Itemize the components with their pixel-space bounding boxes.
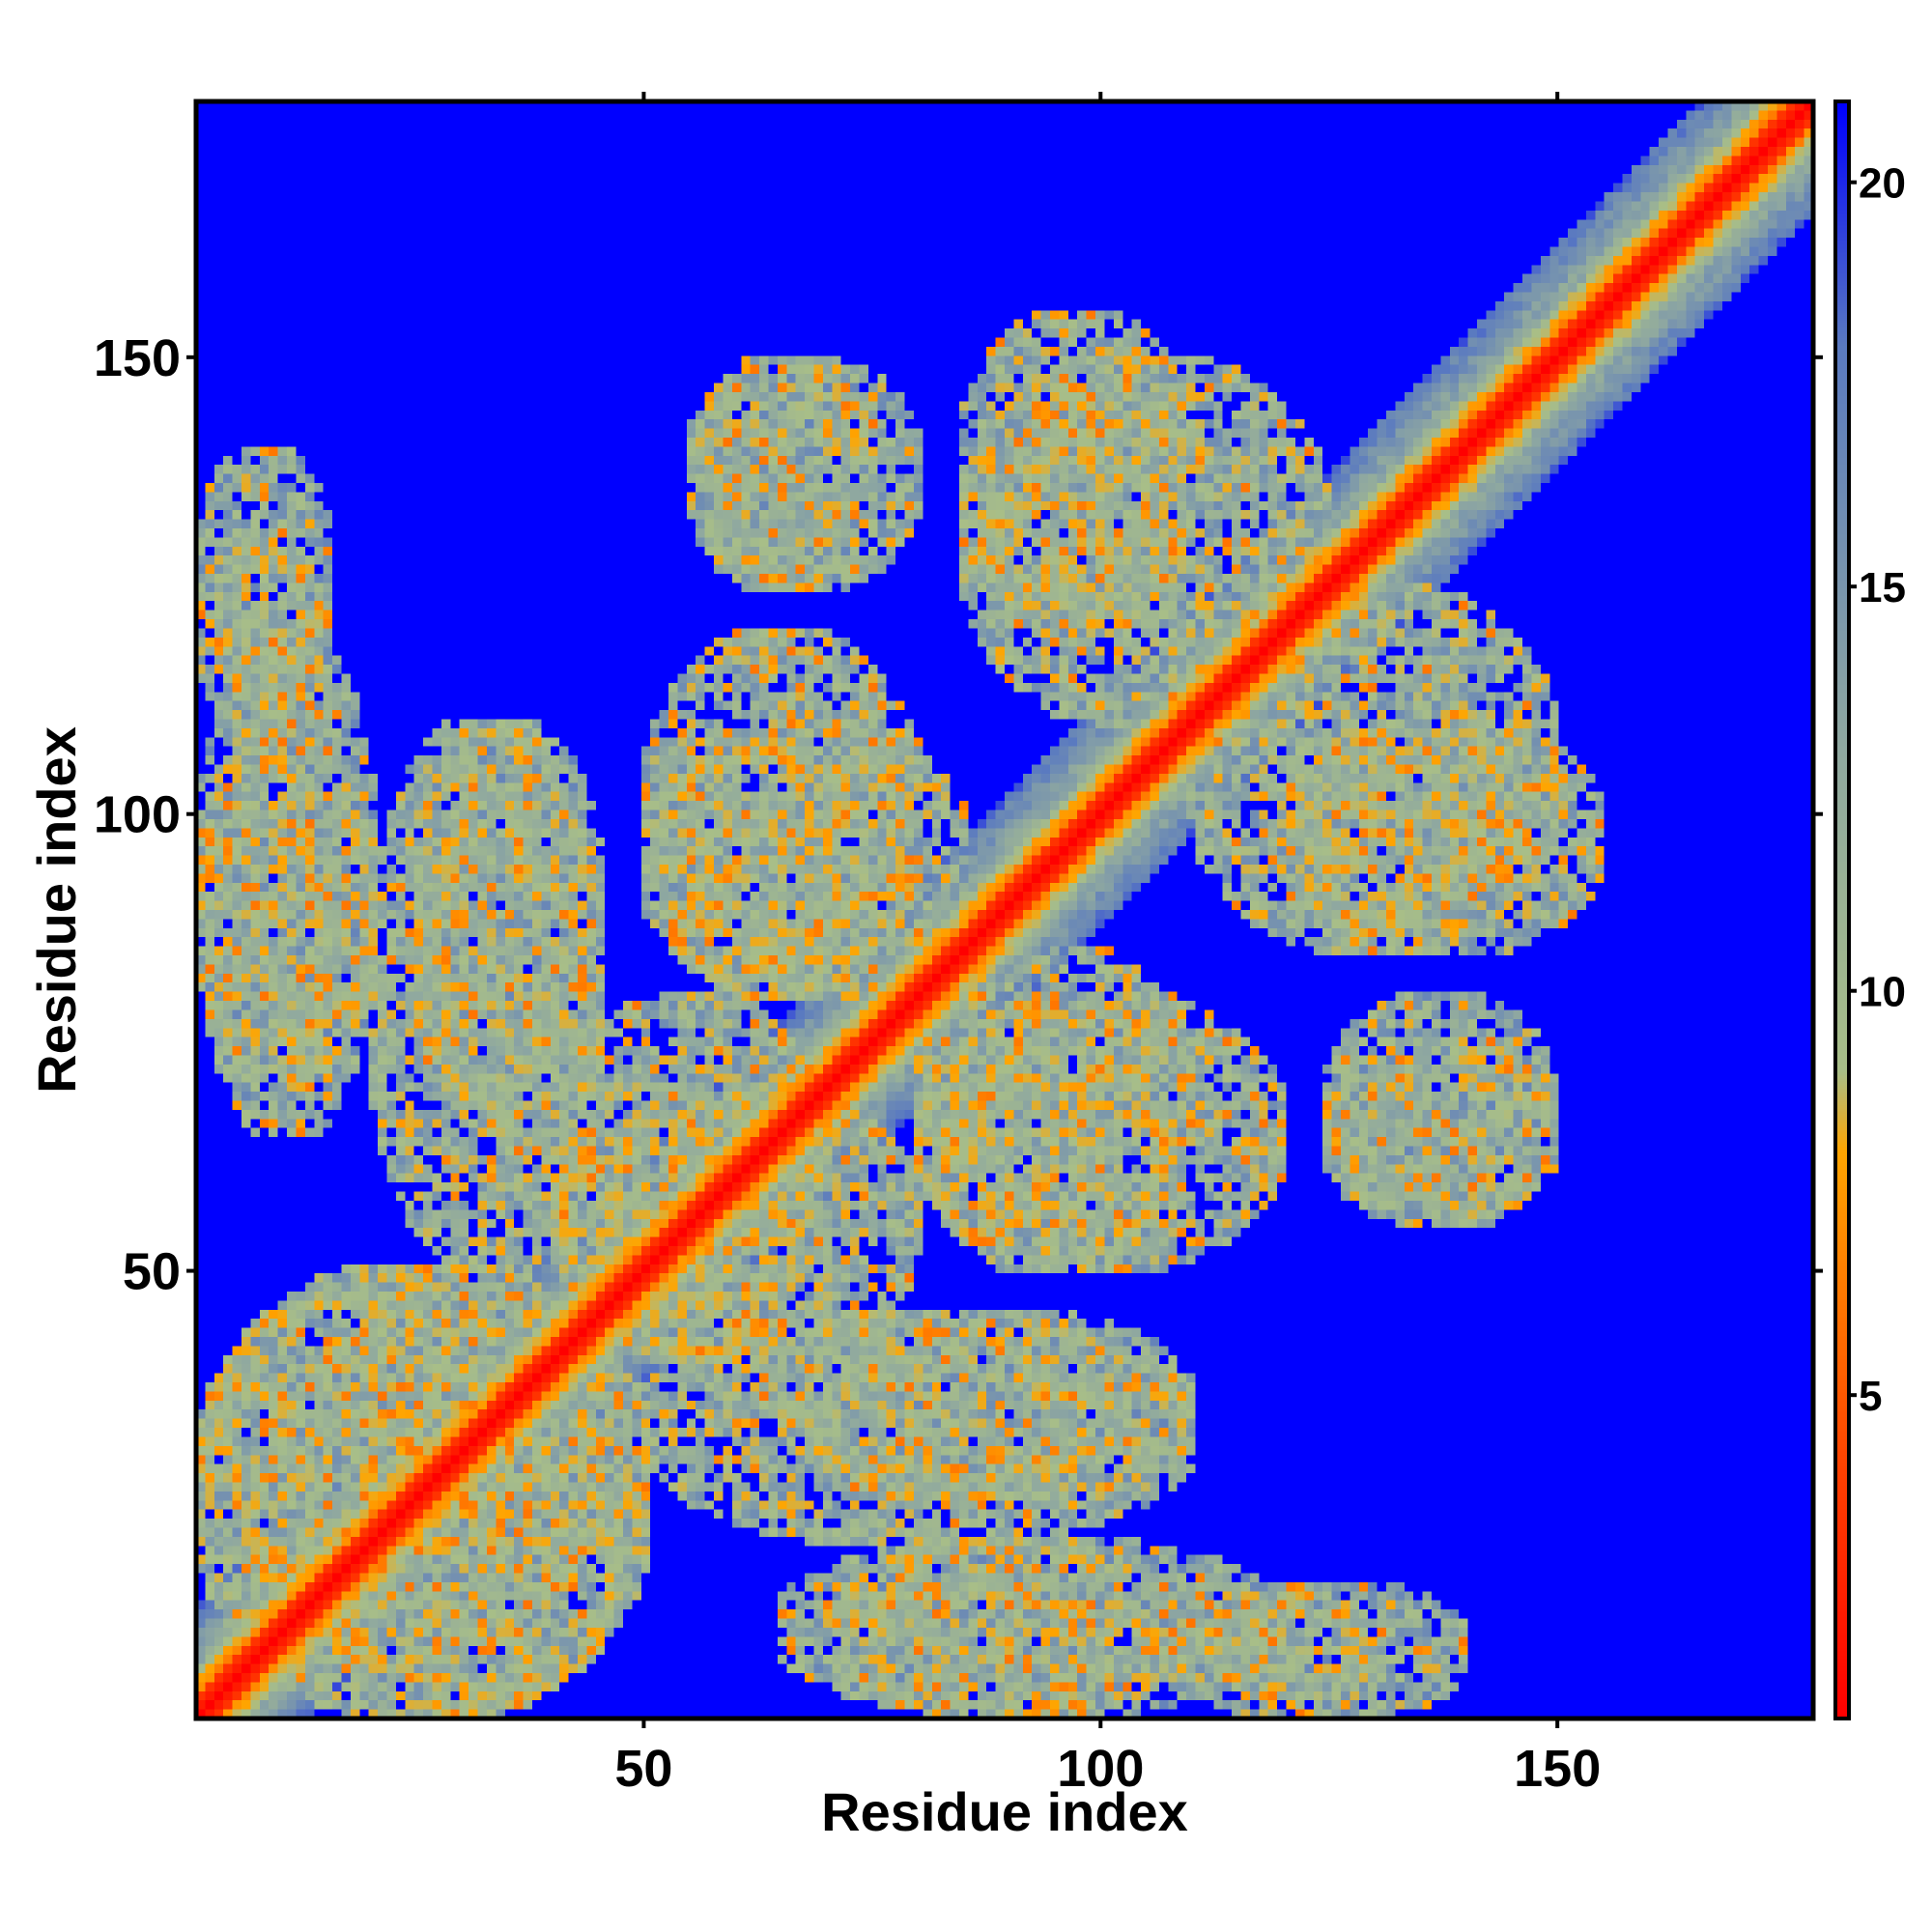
colorbar-ticks: 5 10 15 20 — [1849, 160, 1906, 1420]
heatmap-plot-area — [196, 101, 1813, 1719]
x-tick-label: 50 — [614, 1740, 672, 1798]
colorbar-frame — [1833, 99, 1851, 1720]
plot-frame — [193, 99, 1816, 1721]
y-axis-title: Residue index — [26, 726, 87, 1094]
colorbar-tick-label: 5 — [1859, 1373, 1882, 1420]
y-tick-label: 50 — [123, 1243, 181, 1301]
colorbar — [1835, 101, 1849, 1719]
colorbar-tick-label: 20 — [1859, 160, 1906, 208]
x-tick-label: 100 — [1057, 1740, 1144, 1798]
y-tick-label: 100 — [94, 786, 181, 844]
y-axis-ticks: 50 100 150 — [94, 329, 1823, 1301]
y-tick-label: 150 — [94, 329, 181, 387]
colorbar-tick-label: 10 — [1859, 969, 1906, 1016]
x-axis-ticks: 50 100 150 — [614, 92, 1601, 1798]
x-axis-title: Residue index — [821, 1781, 1188, 1842]
x-tick-label: 150 — [1514, 1740, 1601, 1798]
colorbar-tick-label: 15 — [1859, 564, 1906, 611]
